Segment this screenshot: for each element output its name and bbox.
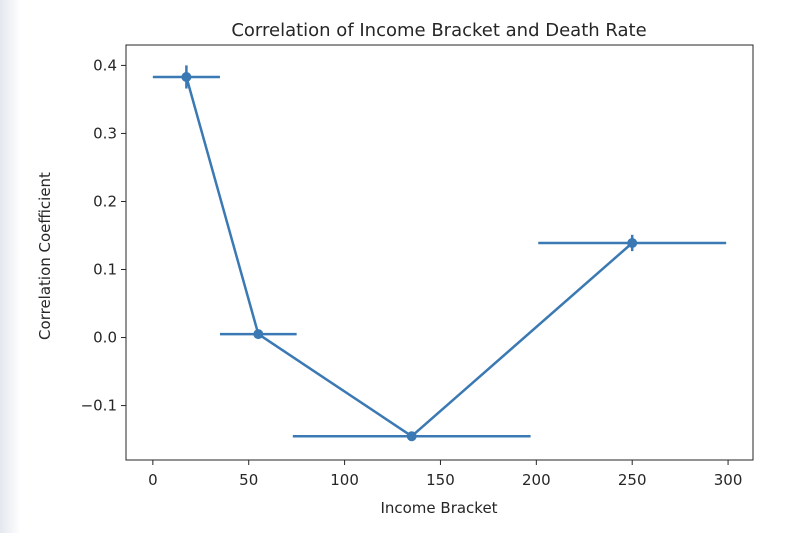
- y-tick-label: 0.3: [93, 124, 117, 142]
- plot-area: [125, 44, 754, 461]
- y-tick-label: 0.1: [93, 261, 117, 279]
- series-layer: [152, 65, 727, 442]
- y-axis: −0.1 0.0 0.1 0.2 0.3 0.4: [81, 56, 126, 415]
- x-tick-label: 300: [714, 471, 743, 489]
- data-point: [627, 237, 638, 248]
- x-tick-label: 0: [148, 471, 158, 489]
- y-axis-label: Correlation Coefficient: [36, 172, 54, 340]
- x-tick-label: 250: [618, 471, 647, 489]
- y-tick-label: 0.2: [93, 192, 117, 210]
- x-axis: 0 50 100 150 200 250 300: [148, 460, 742, 489]
- x-tick-label: 200: [522, 471, 551, 489]
- y-tick-label: 0.4: [93, 56, 117, 74]
- chart-title: Correlation of Income Bracket and Death …: [231, 20, 646, 41]
- x-tick-label: 100: [330, 471, 359, 489]
- y-tick-label: −0.1: [81, 397, 117, 415]
- data-point: [181, 71, 192, 82]
- plot-frame: [125, 44, 754, 461]
- x-axis-label: Income Bracket: [380, 499, 497, 517]
- data-point: [406, 431, 417, 442]
- background-strip: [0, 0, 20, 533]
- data-point: [253, 329, 264, 340]
- x-tick-label: 50: [239, 471, 258, 489]
- y-tick-label: 0.0: [93, 329, 117, 347]
- series-line: [185, 76, 634, 438]
- x-tick-label: 150: [426, 471, 455, 489]
